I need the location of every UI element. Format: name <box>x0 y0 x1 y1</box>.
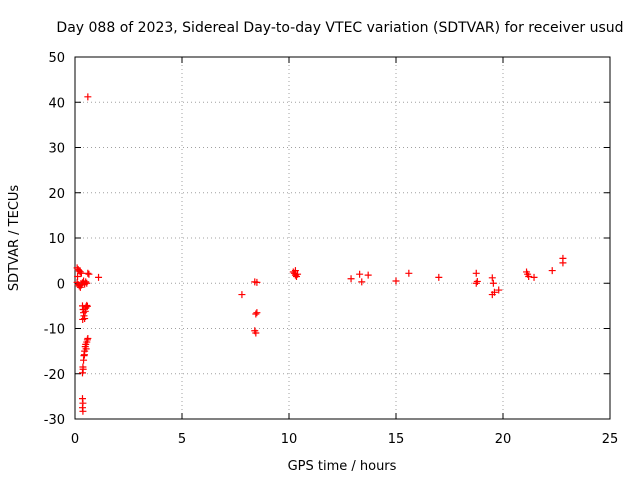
data-point <box>488 274 496 282</box>
data-point <box>83 302 91 310</box>
data-point <box>77 269 85 277</box>
y-tick-label: -30 <box>44 413 65 428</box>
data-point <box>291 267 299 275</box>
y-tick-label: 50 <box>48 51 65 66</box>
data-point <box>559 254 567 262</box>
data-point <box>82 345 90 353</box>
y-tick-label: -10 <box>44 323 65 338</box>
data-point <box>79 365 87 373</box>
data-point <box>253 309 261 317</box>
data-point <box>405 269 413 277</box>
data-point <box>84 269 92 277</box>
y-tick-label: -20 <box>44 368 65 383</box>
x-tick-label: 25 <box>602 432 619 447</box>
data-point <box>95 273 103 281</box>
y-tick-label: 0 <box>57 277 65 292</box>
y-tick-label: 10 <box>48 232 65 247</box>
y-tick-label: 30 <box>48 142 65 157</box>
data-point <box>83 301 91 309</box>
data-point <box>74 272 82 280</box>
data-point <box>238 291 246 299</box>
x-axis-title: GPS time / hours <box>288 459 397 474</box>
data-point <box>84 93 92 101</box>
data-point <box>252 329 260 337</box>
x-tick-label: 5 <box>178 432 186 447</box>
x-tick-label: 15 <box>388 432 405 447</box>
x-tick-label: 0 <box>71 432 79 447</box>
data-point <box>76 268 84 276</box>
data-point <box>472 279 480 287</box>
data-point <box>489 279 497 287</box>
data-point <box>490 288 498 296</box>
y-tick-label: 20 <box>48 187 65 202</box>
data-point <box>79 315 87 323</box>
data-point <box>495 286 503 294</box>
data-point <box>473 277 481 285</box>
data-point <box>252 310 260 318</box>
data-point <box>78 369 86 377</box>
data-point <box>83 279 91 287</box>
data-point <box>347 275 355 283</box>
data-point <box>82 278 90 286</box>
grid <box>75 57 610 419</box>
chart-title: Day 088 of 2023, Sidereal Day-to-day VTE… <box>56 20 623 36</box>
data-point <box>392 277 400 285</box>
data-points <box>73 93 567 415</box>
data-point <box>364 271 372 279</box>
data-point <box>435 273 443 281</box>
data-point <box>525 272 533 280</box>
data-point <box>530 273 538 281</box>
data-point <box>253 278 261 286</box>
data-point <box>79 407 87 415</box>
x-tick-label: 20 <box>495 432 512 447</box>
data-point <box>356 270 364 278</box>
tick-labels: 0 5 10 15 20 25 -30 -20 -10 0 10 20 30 40 50 <box>44 51 619 447</box>
data-point <box>472 269 480 277</box>
data-point <box>548 267 556 275</box>
x-tick-label: 10 <box>281 432 298 447</box>
data-point <box>358 278 366 286</box>
y-axis-title: SDTVAR / TECUs <box>7 185 22 292</box>
data-point <box>84 334 92 342</box>
data-point <box>85 270 93 278</box>
y-tick-label: 40 <box>48 96 65 111</box>
data-point <box>294 270 302 278</box>
data-point <box>80 351 88 359</box>
